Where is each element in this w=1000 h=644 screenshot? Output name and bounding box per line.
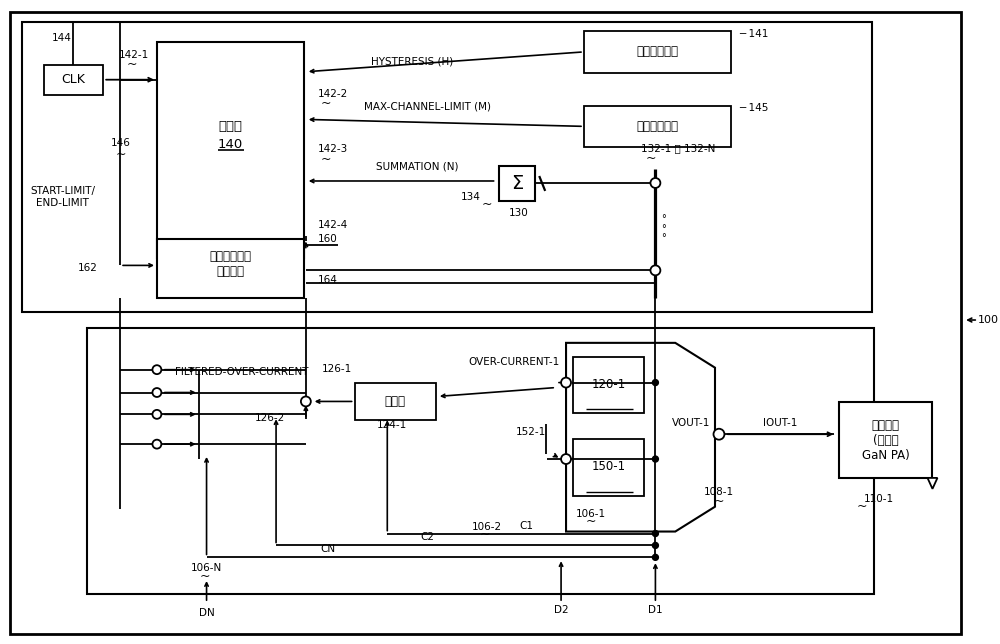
Text: ~: ~ [481, 198, 492, 211]
Bar [22, 22, 872, 312]
Circle shape [652, 456, 658, 462]
Text: 用户滞后配置: 用户滞后配置 [636, 45, 678, 59]
Text: C1: C1 [519, 520, 533, 531]
Circle shape [652, 554, 658, 560]
Text: D1: D1 [648, 605, 663, 615]
Bar [87, 328, 874, 594]
Text: D2: D2 [554, 605, 568, 615]
Bar [355, 383, 436, 421]
Bar [573, 439, 644, 496]
Text: MAX-CHANNEL-LIMIT (M): MAX-CHANNEL-LIMIT (M) [364, 102, 491, 111]
Bar [499, 166, 535, 201]
Text: ─ 141: ─ 141 [739, 29, 768, 39]
Text: VOUT-1: VOUT-1 [672, 419, 710, 428]
Text: 用户阈值配置: 用户阈值配置 [636, 120, 678, 133]
Text: ~: ~ [645, 151, 656, 165]
Circle shape [561, 454, 571, 464]
Text: 162: 162 [77, 263, 97, 273]
Text: ~: ~ [320, 153, 331, 166]
Circle shape [301, 397, 311, 406]
Text: 142-1: 142-1 [119, 50, 149, 60]
Text: ~: ~ [714, 495, 724, 508]
Circle shape [714, 429, 724, 440]
Bar [157, 42, 304, 258]
Bar [573, 357, 644, 413]
Text: DN: DN [199, 608, 214, 618]
Text: 126-2: 126-2 [255, 413, 285, 423]
Text: 126-1: 126-1 [322, 364, 353, 374]
Text: 滤波器: 滤波器 [385, 395, 406, 408]
Text: ~: ~ [586, 515, 596, 528]
Text: START-LIMIT/
END-LIMIT: START-LIMIT/ END-LIMIT [30, 186, 95, 207]
Text: 110-1: 110-1 [864, 494, 894, 504]
Text: 124-1: 124-1 [377, 421, 407, 430]
Text: CN: CN [320, 544, 335, 554]
Text: 164: 164 [318, 275, 338, 285]
Text: 106-1: 106-1 [576, 509, 606, 518]
Text: 146: 146 [111, 138, 131, 148]
Bar [839, 402, 932, 478]
Text: 152-1: 152-1 [516, 427, 546, 437]
Text: ~: ~ [857, 500, 867, 513]
Text: 130: 130 [508, 208, 528, 218]
Text: 动态负载
(例如，
GaN PA): 动态负载 (例如， GaN PA) [862, 419, 910, 462]
Text: 120-1: 120-1 [592, 378, 626, 391]
Circle shape [652, 531, 658, 536]
Circle shape [561, 377, 571, 388]
Text: 142-3: 142-3 [318, 144, 348, 154]
Text: 108-1: 108-1 [704, 487, 734, 497]
Text: FILTERED-OVER-CURRENT: FILTERED-OVER-CURRENT [175, 366, 308, 377]
Text: 142-2: 142-2 [318, 89, 348, 99]
Text: 140: 140 [218, 138, 243, 151]
Bar [584, 106, 731, 147]
Circle shape [652, 542, 658, 549]
Bar [584, 31, 731, 73]
Bar [44, 65, 103, 95]
Text: ~: ~ [127, 59, 137, 71]
Polygon shape [928, 478, 937, 489]
Text: 132-1 到 132-N: 132-1 到 132-N [641, 143, 715, 153]
Text: 106-N: 106-N [191, 564, 222, 573]
Circle shape [650, 265, 660, 276]
Text: ~: ~ [320, 97, 331, 110]
Text: IOUT-1: IOUT-1 [763, 419, 798, 428]
Circle shape [650, 178, 660, 188]
Text: ~: ~ [199, 570, 210, 583]
Bar [157, 238, 304, 298]
Text: SUMMATION (N): SUMMATION (N) [376, 161, 458, 171]
Text: °: ° [661, 214, 666, 223]
Circle shape [152, 388, 161, 397]
Text: 数字滤波器和: 数字滤波器和 [209, 250, 251, 263]
Text: 控制器: 控制器 [218, 120, 242, 133]
Text: 142-4: 142-4 [318, 220, 348, 230]
Circle shape [152, 410, 161, 419]
Text: HYSTERESIS (H): HYSTERESIS (H) [371, 57, 453, 67]
Text: °: ° [661, 234, 666, 243]
Circle shape [152, 365, 161, 374]
Text: 时间延迟: 时间延迟 [216, 265, 244, 278]
Text: 144: 144 [52, 33, 72, 43]
Circle shape [652, 379, 658, 386]
Text: CLK: CLK [62, 73, 85, 86]
Text: 150-1: 150-1 [592, 460, 626, 473]
Circle shape [152, 440, 161, 449]
Text: ~: ~ [116, 147, 126, 160]
Text: ─ 145: ─ 145 [739, 104, 768, 113]
Text: Σ: Σ [511, 175, 524, 193]
Text: 100: 100 [978, 315, 999, 325]
Polygon shape [566, 343, 715, 531]
Text: ~: ~ [479, 528, 490, 541]
Text: OVER-CURRENT-1: OVER-CURRENT-1 [469, 357, 560, 366]
Text: 134: 134 [461, 192, 481, 202]
Text: 106-2: 106-2 [472, 522, 502, 531]
Text: 160: 160 [318, 234, 338, 243]
Text: °: ° [661, 223, 666, 234]
Text: C2: C2 [420, 533, 434, 542]
